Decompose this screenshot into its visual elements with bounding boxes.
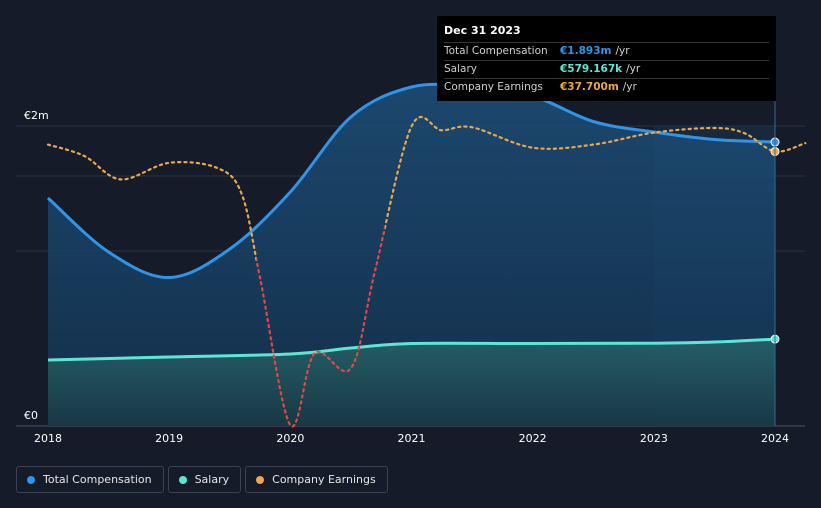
tooltip-value: €579.167k: [560, 63, 623, 75]
tooltip-row-total-compensation: Total Compensation €1.893m /yr: [444, 42, 769, 60]
legend-label: Salary: [194, 473, 230, 486]
tooltip-label: Total Compensation: [444, 45, 548, 57]
tooltip: Dec 31 2023 Total Compensation €1.893m /…: [437, 16, 776, 101]
tooltip-label: Company Earnings: [444, 81, 543, 93]
legend-item-company-earnings[interactable]: Company Earnings: [245, 466, 388, 493]
tooltip-value: €37.700m: [560, 81, 619, 93]
y-tick-label: €2m: [24, 109, 49, 122]
x-tick-label: 2021: [398, 432, 426, 445]
y-tick-label: €0: [24, 409, 38, 422]
legend-label: Company Earnings: [272, 473, 376, 486]
legend-dot-icon: [27, 475, 35, 484]
x-tick-label: 2022: [519, 432, 547, 445]
tooltip-unit: /yr: [626, 63, 641, 75]
tooltip-label: Salary: [444, 63, 477, 75]
salary-area: [48, 339, 775, 426]
x-tick-label: 2019: [155, 432, 183, 445]
tooltip-unit: /yr: [622, 81, 637, 93]
x-tick-label: 2023: [640, 432, 668, 445]
legend-dot-icon: [256, 475, 265, 484]
legend-label: Total Compensation: [43, 473, 152, 486]
legend-item-total-compensation[interactable]: Total Compensation: [16, 466, 164, 493]
x-tick-label: 2018: [34, 432, 62, 445]
legend: Total Compensation Salary Company Earnin…: [16, 466, 392, 493]
company-earnings-line-dip: [256, 222, 385, 428]
total-compensation-line: [47, 82, 776, 280]
tooltip-value: €1.893m: [560, 45, 612, 57]
tooltip-unit: /yr: [615, 45, 630, 57]
salary-line: [47, 337, 776, 362]
x-tick-label: 2024: [761, 432, 789, 445]
x-tick-label: 2020: [276, 432, 304, 445]
total-compensation-area: [48, 84, 775, 426]
tooltip-row-salary: Salary €579.167k /yr: [444, 60, 769, 78]
tooltip-row-company-earnings: Company Earnings €37.700m /yr: [444, 78, 769, 96]
legend-item-salary[interactable]: Salary: [167, 466, 242, 493]
legend-dot-icon: [178, 475, 187, 484]
tooltip-date: Dec 31 2023: [444, 24, 521, 37]
company-earnings-line: [384, 116, 807, 234]
company-earnings-line: [46, 143, 257, 266]
